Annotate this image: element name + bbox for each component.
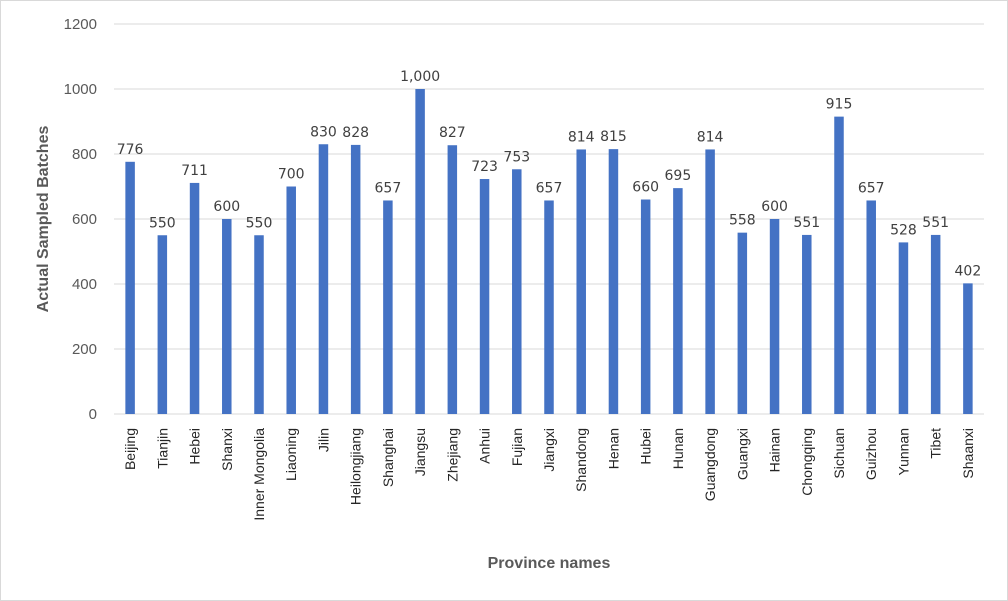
data-label: 657 (536, 180, 563, 196)
data-label: 723 (471, 159, 498, 175)
data-label: 700 (278, 167, 305, 183)
data-label: 695 (665, 168, 692, 184)
data-label: 711 (181, 163, 208, 179)
data-label: 815 (600, 129, 627, 145)
bar-guizhou (866, 200, 876, 414)
y-tick-label: 0 (89, 406, 97, 423)
data-labels: 776 550 711 600 550 700 830 828 657 1,000 827 723 75… (117, 69, 982, 279)
data-label: 600 (761, 199, 788, 215)
x-category-label: Anhui (477, 428, 493, 464)
x-category-label: Hunan (670, 428, 686, 469)
data-label: 1,000 (400, 69, 440, 85)
x-category-label: Chongqing (799, 428, 815, 496)
bar-jiangxi (544, 200, 554, 414)
data-label: 830 (310, 124, 337, 140)
bar-inner-mongolia (254, 235, 264, 414)
x-category-label: Beijing (122, 428, 138, 470)
data-label: 776 (117, 142, 144, 158)
y-axis-tick-labels: 0 200 400 600 800 1000 1200 (64, 16, 97, 423)
data-label: 753 (503, 149, 530, 165)
bar-heilongjiang (350, 144, 361, 414)
y-tick-label: 1000 (64, 81, 97, 98)
bar-shandong (576, 149, 586, 414)
bar-fujian (512, 169, 522, 414)
bar-shaanxi (963, 283, 973, 414)
x-category-label: Jiangsu (412, 428, 428, 476)
x-category-label: Yunnan (895, 428, 911, 476)
data-label: 828 (342, 125, 369, 141)
y-tick-label: 800 (72, 146, 97, 163)
x-category-label: Guizhou (863, 428, 879, 480)
x-category-label: Liaoning (283, 428, 299, 481)
x-category-label: Heilongjiang (348, 428, 364, 505)
bar-jiangsu (415, 89, 425, 414)
x-category-label: Guangxi (734, 428, 750, 480)
x-category-label: Jilin (315, 428, 331, 452)
x-category-label: Shaanxi (960, 428, 976, 479)
data-label: 550 (246, 215, 273, 231)
data-label: 660 (632, 180, 659, 196)
data-label: 814 (697, 129, 724, 145)
x-category-label: Shanxi (219, 428, 235, 471)
x-category-label: Tianjin (154, 428, 170, 469)
y-tick-label: 200 (72, 341, 97, 358)
bar-guangdong (705, 149, 715, 414)
x-category-label: Hainan (767, 428, 783, 472)
x-category-label: Hebei (187, 428, 203, 465)
data-label: 558 (729, 213, 756, 229)
x-category-label: Fujian (509, 428, 525, 466)
bar-shanghai (383, 200, 393, 414)
bar-shanxi (222, 219, 232, 414)
bar-tianjin (157, 235, 168, 414)
bar-zhejiang (447, 145, 458, 414)
data-label: 551 (793, 215, 820, 231)
data-label: 814 (568, 129, 595, 145)
x-category-label: Zhejiang (444, 428, 460, 482)
x-axis-category-labels: Beijing Tianjin Hebei Shanxi Inner Mongolia L… (122, 428, 976, 521)
bar-hainan (769, 219, 780, 414)
x-category-label: Shanghai (380, 428, 396, 487)
data-label: 402 (955, 263, 982, 279)
x-category-label: Jiangxi (541, 428, 557, 472)
x-category-label: Tibet (928, 428, 944, 459)
x-category-label: Guangdong (702, 428, 718, 501)
x-category-label: Hubei (638, 428, 654, 465)
bar-hunan (673, 188, 683, 414)
y-tick-label: 1200 (64, 16, 97, 33)
bar-guangxi (737, 232, 748, 414)
data-label: 600 (213, 199, 240, 215)
data-label: 657 (375, 180, 402, 196)
bar-hebei (189, 182, 200, 414)
x-category-label: Henan (605, 428, 621, 469)
data-label: 915 (826, 97, 853, 113)
bar-hubei (640, 199, 651, 414)
bar-tibet (930, 234, 941, 414)
bar-chongqing (802, 234, 812, 414)
bar-sichuan (834, 116, 844, 414)
bar-henan (608, 149, 619, 414)
bars (125, 89, 973, 414)
x-category-label: Sichuan (831, 428, 847, 479)
x-axis-title: Province names (488, 555, 611, 572)
data-label: 551 (922, 215, 949, 231)
x-category-label: Inner Mongolia (251, 428, 267, 521)
bar-beijing (125, 161, 135, 414)
bar-yunnan (898, 242, 909, 414)
bar-anhui (479, 179, 490, 414)
data-label: 550 (149, 215, 176, 231)
data-label: 657 (858, 180, 885, 196)
y-axis-title: Actual Sampled Batches (35, 126, 52, 313)
bar-liaoning (286, 186, 296, 414)
bar-jilin (318, 144, 329, 414)
x-category-label: Shandong (573, 428, 589, 492)
y-tick-label: 600 (72, 211, 97, 228)
data-label: 827 (439, 125, 466, 141)
data-label: 528 (890, 222, 917, 238)
y-tick-label: 400 (72, 276, 97, 293)
